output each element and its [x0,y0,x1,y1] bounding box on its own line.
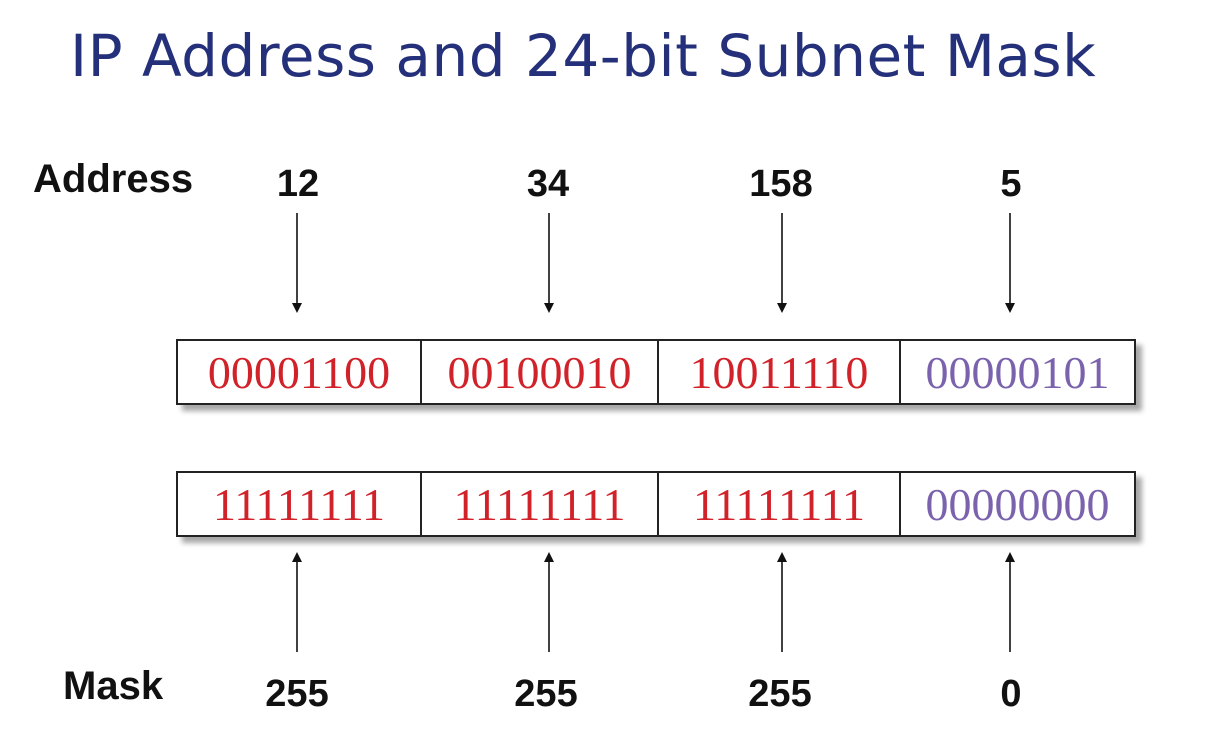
address-octet-2-decimal: 34 [526,163,570,205]
mask-octet-4-decimal: 0 [1000,673,1022,715]
address-binary-box: 00001100 00100010 10011110 00000101 [176,339,1136,405]
address-row-label: Address [33,157,194,201]
mask-octet-4-binary: 00000000 [899,473,1134,535]
address-octet-3-binary: 10011110 [657,341,899,403]
mask-octet-1-decimal: 255 [265,673,329,715]
mask-octet-2-decimal: 255 [514,673,578,715]
mask-octet-1-binary: 11111111 [212,478,386,530]
mask-octet-2-binary: 11111111 [420,473,657,535]
diagram-title: IP Address and 24-bit Subnet Mask [70,22,1097,90]
address-octet-1-binary: 00001100 [207,346,391,398]
address-octet-1-decimal: 12 [276,163,320,205]
address-octet-4-decimal: 5 [1000,163,1022,205]
address-octet-2-binary: 00100010 [420,341,657,403]
mask-octet-3-decimal: 255 [748,673,812,715]
address-octet-3-decimal: 158 [749,163,813,205]
mask-octet-3-binary: 11111111 [657,473,899,535]
mask-binary-box: 11111111 11111111 11111111 00000000 [176,471,1136,537]
mask-row-label: Mask [63,664,164,708]
address-octet-4-binary: 00000101 [899,341,1134,403]
